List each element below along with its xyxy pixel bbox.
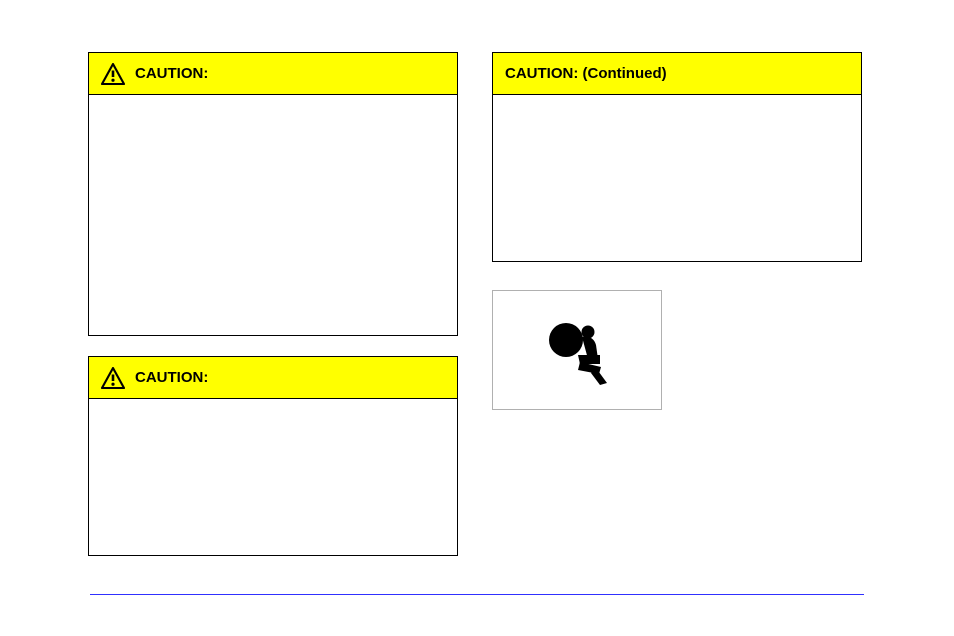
airbag-icon [538, 315, 616, 385]
warning-triangle-icon [101, 367, 125, 389]
caution-header-1: CAUTION: [89, 53, 457, 95]
manual-page: CAUTION: CAUTION: CAUTION: (Continued) [0, 0, 954, 636]
caution-body-3 [493, 95, 861, 115]
caution-box-2: CAUTION: [88, 356, 458, 556]
caution-header-2: CAUTION: [89, 357, 457, 399]
caution-label-1: CAUTION: [135, 65, 208, 82]
caution-box-1: CAUTION: [88, 52, 458, 336]
caution-body-2 [89, 399, 457, 419]
warning-triangle-icon [101, 63, 125, 85]
caution-header-3: CAUTION: (Continued) [493, 53, 861, 95]
caution-body-1 [89, 95, 457, 115]
footer-rule [90, 594, 864, 595]
caution-label-3: CAUTION: (Continued) [505, 65, 667, 82]
airbag-readiness-figure [492, 290, 662, 410]
caution-label-2: CAUTION: [135, 369, 208, 386]
caution-box-3: CAUTION: (Continued) [492, 52, 862, 262]
